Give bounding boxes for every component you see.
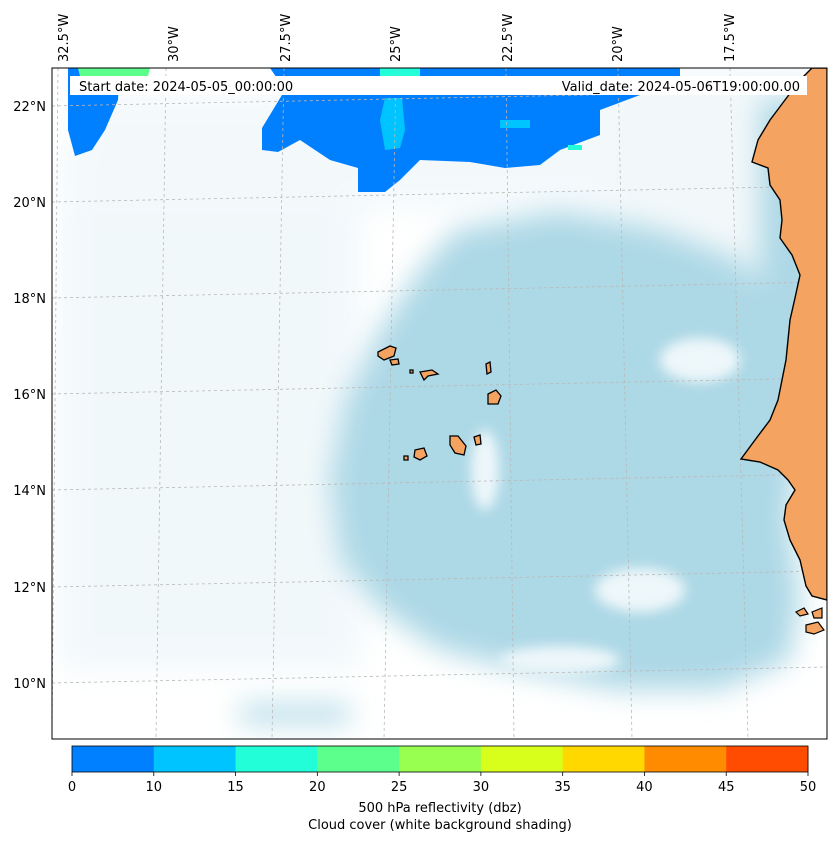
colorbar-swatch — [317, 746, 400, 772]
graticule — [52, 68, 827, 739]
lon-label: 22.5°W — [501, 14, 516, 62]
lat-label: 14°N — [13, 484, 46, 499]
lat-label: 22°N — [13, 100, 46, 115]
island-sao-vicente — [389, 358, 400, 366]
lon-label: 25°W — [389, 26, 404, 62]
colorbar-tick-label: 45 — [718, 780, 735, 795]
colorbar-tick-label: 40 — [636, 780, 653, 795]
lon-label: 17.5°W — [723, 14, 738, 62]
island-santo-antao — [377, 345, 397, 361]
island-santiago — [449, 435, 467, 456]
colorbar-swatch — [562, 746, 645, 772]
island-boa-vista — [487, 389, 502, 405]
island-maio — [473, 434, 482, 446]
map-panel: Start date: 2024-05-05_00:00:00 Valid_da… — [52, 68, 827, 739]
colorbar-swatch — [72, 746, 155, 772]
colorbar: 0 10 15 20 25 30 35 40 45 50 500 hPa reflectivity… — [68, 745, 816, 833]
colorbar-ticks: 0 10 15 20 25 30 35 40 45 50 — [68, 772, 816, 795]
colorbar-tick-label: 30 — [473, 780, 490, 795]
cape-verde-islands — [377, 345, 502, 461]
longitude-labels: 32.5°W 30°W 27.5°W 25°W 22.5°W 20°W 17.5… — [57, 14, 738, 62]
lon-label: 20°W — [611, 26, 626, 62]
colorbar-label-line2: Cloud cover (white background shading) — [308, 818, 572, 833]
map-frame — [51, 67, 828, 740]
colorbar-frame — [71, 745, 809, 773]
colorbar-tick-label: 25 — [391, 780, 408, 795]
lon-label: 27.5°W — [279, 14, 294, 62]
lon-label: 30°W — [167, 26, 182, 62]
colorbar-tick-label: 10 — [146, 780, 163, 795]
colorbar-tick-label: 0 — [68, 780, 76, 795]
lat-label: 18°N — [13, 292, 46, 307]
lon-label: 32.5°W — [57, 14, 72, 62]
africa-landmass — [739, 68, 827, 601]
lat-label: 12°N — [13, 581, 46, 596]
island-sal — [485, 360, 492, 376]
latitude-labels: 22°N 20°N 18°N 16°N 14°N 12°N 10°N — [13, 100, 46, 692]
colorbar-swatch — [235, 746, 318, 772]
colorbar-label-line1: 500 hPa reflectivity (dbz) — [358, 801, 521, 816]
colorbar-swatches — [72, 746, 809, 772]
lat-label: 10°N — [13, 677, 46, 692]
colorbar-tick-label: 15 — [227, 780, 244, 795]
valid-date-text: Valid_date: 2024-05-06T19:00:00.00 — [562, 80, 800, 95]
island-brava — [403, 455, 409, 461]
cloud-cover-gaps — [471, 338, 740, 674]
island-santa-luzia — [409, 369, 414, 374]
date-strip-background — [70, 76, 807, 95]
island-sao-nicolau — [419, 369, 440, 382]
colorbar-swatch — [153, 746, 237, 772]
bissagos-islands — [794, 607, 825, 635]
lat-label: 16°N — [13, 388, 46, 403]
colorbar-swatch — [726, 746, 809, 772]
start-date-text: Start date: 2024-05-05_00:00:00 — [79, 80, 293, 95]
colorbar-swatch — [480, 746, 564, 772]
lat-label: 20°N — [13, 196, 46, 211]
colorbar-tick-label: 35 — [554, 780, 571, 795]
colorbar-swatch — [644, 746, 727, 772]
colorbar-swatch — [399, 746, 482, 772]
colorbar-tick-label: 50 — [800, 780, 817, 795]
colorbar-tick-label: 20 — [309, 780, 326, 795]
island-fogo — [413, 447, 428, 461]
